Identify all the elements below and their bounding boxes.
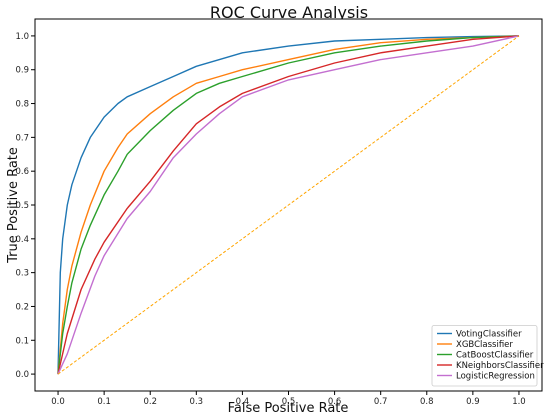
legend-label: VotingClassifier	[456, 330, 522, 340]
legend-label: KNeighborsClassifier	[456, 361, 544, 371]
y-tick-label: 0.6	[15, 167, 29, 177]
y-tick-label: 0.3	[15, 269, 29, 279]
x-tick-label: 0.8	[420, 397, 434, 407]
x-axis-title: False Positive Rate	[228, 401, 349, 415]
series-line-4	[57, 35, 520, 375]
y-tick-label: 0.8	[15, 100, 29, 110]
x-tick-label: 0.2	[143, 397, 157, 407]
x-tick-label: 1.0	[512, 397, 526, 407]
x-tick-label: 0.3	[190, 397, 204, 407]
y-tick-label: 0.4	[15, 235, 29, 245]
legend-label: LogisticRegression	[456, 372, 535, 382]
x-tick-label: 0.4	[236, 397, 250, 407]
x-tick-label: 0.1	[97, 397, 111, 407]
x-tick-label: 0.7	[374, 397, 388, 407]
y-tick-label: 0.5	[15, 201, 29, 211]
x-tick-label: 0.9	[466, 397, 480, 407]
legend: VotingClassifierXGBClassifierCatBoostCla…	[431, 325, 544, 387]
legend-label: CatBoostClassifier	[456, 351, 534, 361]
series-line-3	[57, 35, 520, 375]
y-tick-label: 0.0	[15, 370, 29, 380]
series-layer	[57, 35, 520, 375]
x-tick-label: 0.6	[328, 397, 342, 407]
series-line-0	[57, 35, 520, 375]
series-line-2	[57, 35, 520, 375]
legend-label: XGBClassifier	[456, 340, 513, 350]
legend-box	[431, 325, 538, 387]
x-tick-label: 0.5	[282, 397, 296, 407]
axis-ticks: 0.0 0.1 0.2 0.3 0.4 0.5 0.6 0.7 0.8 0.9 1.0 0.0 0.1 0…	[15, 32, 525, 407]
diagonal-reference-line	[57, 35, 520, 375]
x-tick-label: 0.0	[51, 397, 65, 407]
y-tick-label: 1.0	[15, 32, 29, 42]
chart-title: ROC Curve Analysis	[210, 3, 368, 22]
y-tick-label: 0.9	[15, 66, 29, 76]
series-line-1	[57, 35, 520, 375]
y-axis-title: True Positive Rate	[6, 147, 21, 264]
y-tick-label: 0.7	[15, 133, 29, 143]
y-tick-label: 0.2	[15, 302, 29, 312]
y-tick-label: 0.1	[15, 336, 29, 346]
